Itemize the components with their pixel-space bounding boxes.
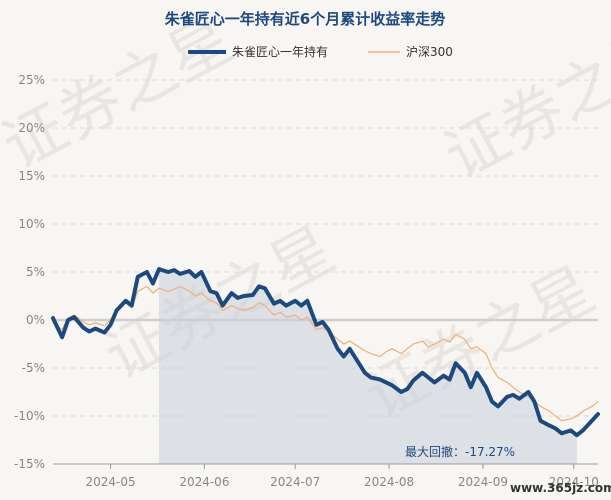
max-drawdown-band — [158, 269, 577, 464]
x-tick-label: 2024-07 — [270, 475, 320, 489]
series-lines — [51, 267, 600, 438]
legend: 朱雀匠心一年持有 沪深300 — [188, 44, 453, 59]
watermark-text: 证券之星 — [433, 12, 611, 193]
y-axis: 25% 20% 15% 10% 5% 0% -5% -10% -15% — [14, 73, 45, 471]
legend-label-fund: 朱雀匠心一年持有 — [232, 44, 328, 59]
y-tick-label: 0% — [26, 313, 45, 327]
x-tick-label: 2024-05 — [85, 475, 135, 489]
x-tick-label: 2024-06 — [179, 475, 229, 489]
y-tick-label: 25% — [18, 73, 45, 87]
max-drawdown-area — [158, 269, 577, 464]
series-line-fund — [51, 267, 600, 438]
y-tick-label: 10% — [18, 217, 45, 231]
series-line-index — [52, 285, 599, 422]
x-tick-label: 2024-10 — [549, 475, 599, 489]
x-axis: 2024-05 2024-06 2024-07 2024-08 2024-09 2024-… — [53, 463, 599, 489]
y-tick-label: 20% — [18, 121, 45, 135]
y-tick-label: 15% — [18, 169, 45, 183]
x-tick-label: 2024-08 — [364, 475, 414, 489]
max-drawdown-label: 最大回撤：-17.27% — [405, 444, 515, 459]
watermark-text: 证券之星 — [0, 2, 244, 183]
y-tick-label: -10% — [14, 409, 45, 423]
y-tick-label: 5% — [26, 265, 45, 279]
x-tick-label: 2024-09 — [458, 475, 508, 489]
chart-title: 朱雀匠心一年持有近6个月累计收益率走势 — [165, 10, 445, 28]
y-tick-label: -15% — [14, 457, 45, 471]
watermark-url: www.365jz.com — [510, 481, 611, 495]
y-tick-label: -5% — [22, 361, 45, 375]
legend-label-index: 沪深300 — [406, 45, 453, 59]
